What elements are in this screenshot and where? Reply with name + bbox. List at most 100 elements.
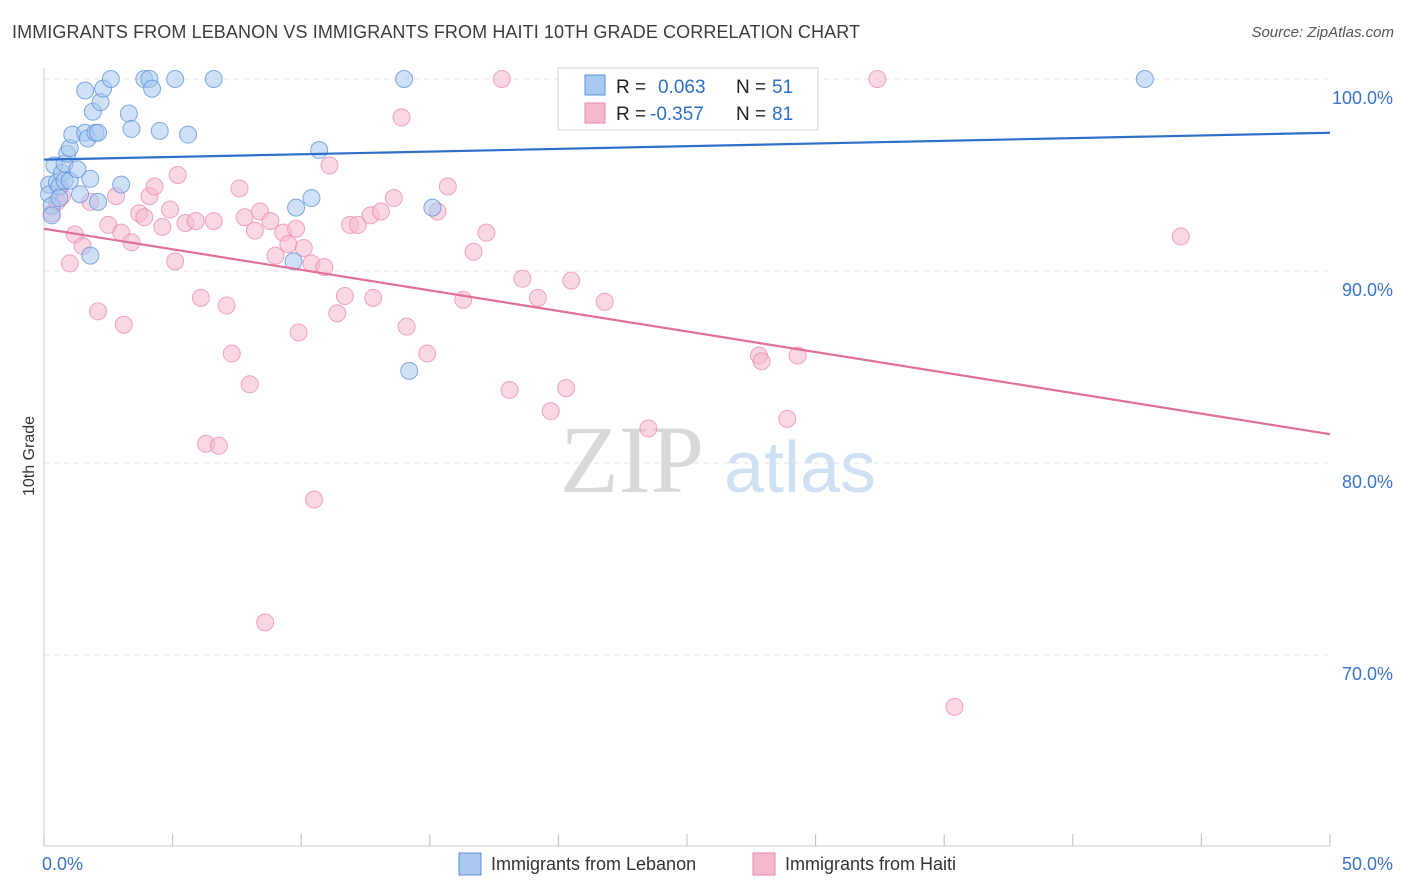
haiti-point [245, 221, 264, 240]
lebanon-point [42, 206, 61, 225]
lebanon-point [143, 79, 162, 98]
haiti-point [235, 208, 254, 227]
lebanon-point [50, 189, 69, 208]
trend-lines [43, 131, 1331, 436]
haiti-point [153, 217, 172, 236]
lebanon-point [287, 198, 306, 217]
legend-swatch-lebanon [458, 852, 482, 876]
stats-r-label: R = [616, 104, 646, 125]
trend-line-lebanon [43, 131, 1331, 161]
stats-n-value: 81 [772, 104, 793, 125]
haiti-point [392, 108, 411, 127]
haiti-point [477, 223, 496, 242]
haiti-point [492, 70, 511, 88]
stats-n-label: N = [736, 104, 766, 125]
haiti-point [500, 381, 519, 400]
watermark-atlas: atlas [724, 428, 876, 508]
lebanon-point [395, 70, 414, 88]
lebanon-point [284, 252, 303, 271]
haiti-point [145, 177, 164, 196]
haiti-point [191, 288, 210, 307]
lebanon-point [400, 361, 419, 380]
data-points [40, 70, 1190, 716]
haiti-point [557, 379, 576, 398]
y-tick-label: 100.0% [1332, 88, 1393, 108]
haiti-point [438, 177, 457, 196]
haiti-point [364, 288, 383, 307]
y-tick-label: 90.0% [1342, 280, 1393, 300]
haiti-point [384, 189, 403, 208]
lebanon-point [81, 169, 100, 188]
lebanon-point [71, 185, 90, 204]
haiti-point [315, 258, 334, 277]
haiti-point [256, 613, 275, 632]
haiti-point [217, 296, 236, 315]
haiti-point [639, 419, 658, 438]
haiti-point [348, 215, 367, 234]
haiti-point [464, 242, 483, 261]
watermark-zip: ZIP [560, 406, 704, 513]
haiti-point [287, 219, 306, 238]
haiti-point [328, 304, 347, 323]
haiti-point [320, 156, 339, 175]
gridlines [44, 78, 1330, 656]
haiti-point [371, 202, 390, 221]
stats-n-label: N = [736, 77, 766, 98]
legend-label-lebanon: Immigrants from Lebanon [491, 854, 696, 874]
lebanon-point [310, 141, 329, 160]
haiti-point [261, 212, 280, 231]
haiti-point [513, 269, 532, 288]
stats-r-value: -0.357 [650, 104, 704, 125]
haiti-point [60, 254, 79, 273]
source-label: Source: ZipAtlas.com [1251, 24, 1394, 41]
haiti-point [114, 315, 133, 334]
haiti-point [204, 212, 223, 231]
haiti-point [166, 252, 185, 271]
haiti-point [279, 235, 298, 254]
lebanon-point [89, 123, 108, 142]
haiti-point [778, 409, 797, 428]
legend-swatch-haiti [752, 852, 776, 876]
stats-r-label: R = [616, 77, 646, 98]
haiti-point [230, 179, 249, 198]
x-tick-label-max: 50.0% [1342, 854, 1393, 874]
lebanon-point [1135, 70, 1154, 88]
haiti-point [135, 208, 154, 227]
lebanon-point [179, 125, 198, 144]
haiti-point [595, 292, 614, 311]
y-tick-label: 80.0% [1342, 472, 1393, 492]
lebanon-point [423, 198, 442, 217]
haiti-point [294, 238, 313, 257]
lebanon-point [122, 119, 141, 138]
haiti-point [1171, 227, 1190, 246]
lebanon-point [76, 81, 95, 100]
y-tick-label: 70.0% [1342, 664, 1393, 684]
lebanon-point [150, 121, 169, 140]
x-tick-label-min: 0.0% [42, 854, 83, 874]
haiti-point [168, 166, 187, 184]
lebanon-point [81, 246, 100, 265]
lebanon-point [101, 70, 120, 88]
legend-label-haiti: Immigrants from Haiti [785, 854, 956, 874]
haiti-point [397, 317, 416, 336]
lebanon-point [68, 160, 87, 179]
lebanon-point [112, 175, 131, 194]
lebanon-point [119, 104, 138, 123]
haiti-point [240, 375, 259, 394]
lebanon-point [302, 189, 321, 208]
haiti-point [868, 70, 887, 88]
haiti-point [305, 490, 324, 509]
haiti-point [788, 346, 807, 365]
stats-swatch-haiti [584, 102, 606, 124]
lebanon-point [166, 70, 185, 88]
haiti-point [418, 344, 437, 363]
haiti-point [562, 271, 581, 290]
haiti-point [209, 436, 228, 455]
haiti-point [161, 200, 180, 219]
y-tick-labels: 100.0% 90.0% 80.0% 70.0% [1332, 88, 1393, 684]
haiti-point [528, 288, 547, 307]
haiti-point [541, 402, 560, 421]
haiti-point [335, 286, 354, 305]
stats-box: R = 0.063 N = 51 R = -0.357 N = 81 [557, 67, 819, 131]
